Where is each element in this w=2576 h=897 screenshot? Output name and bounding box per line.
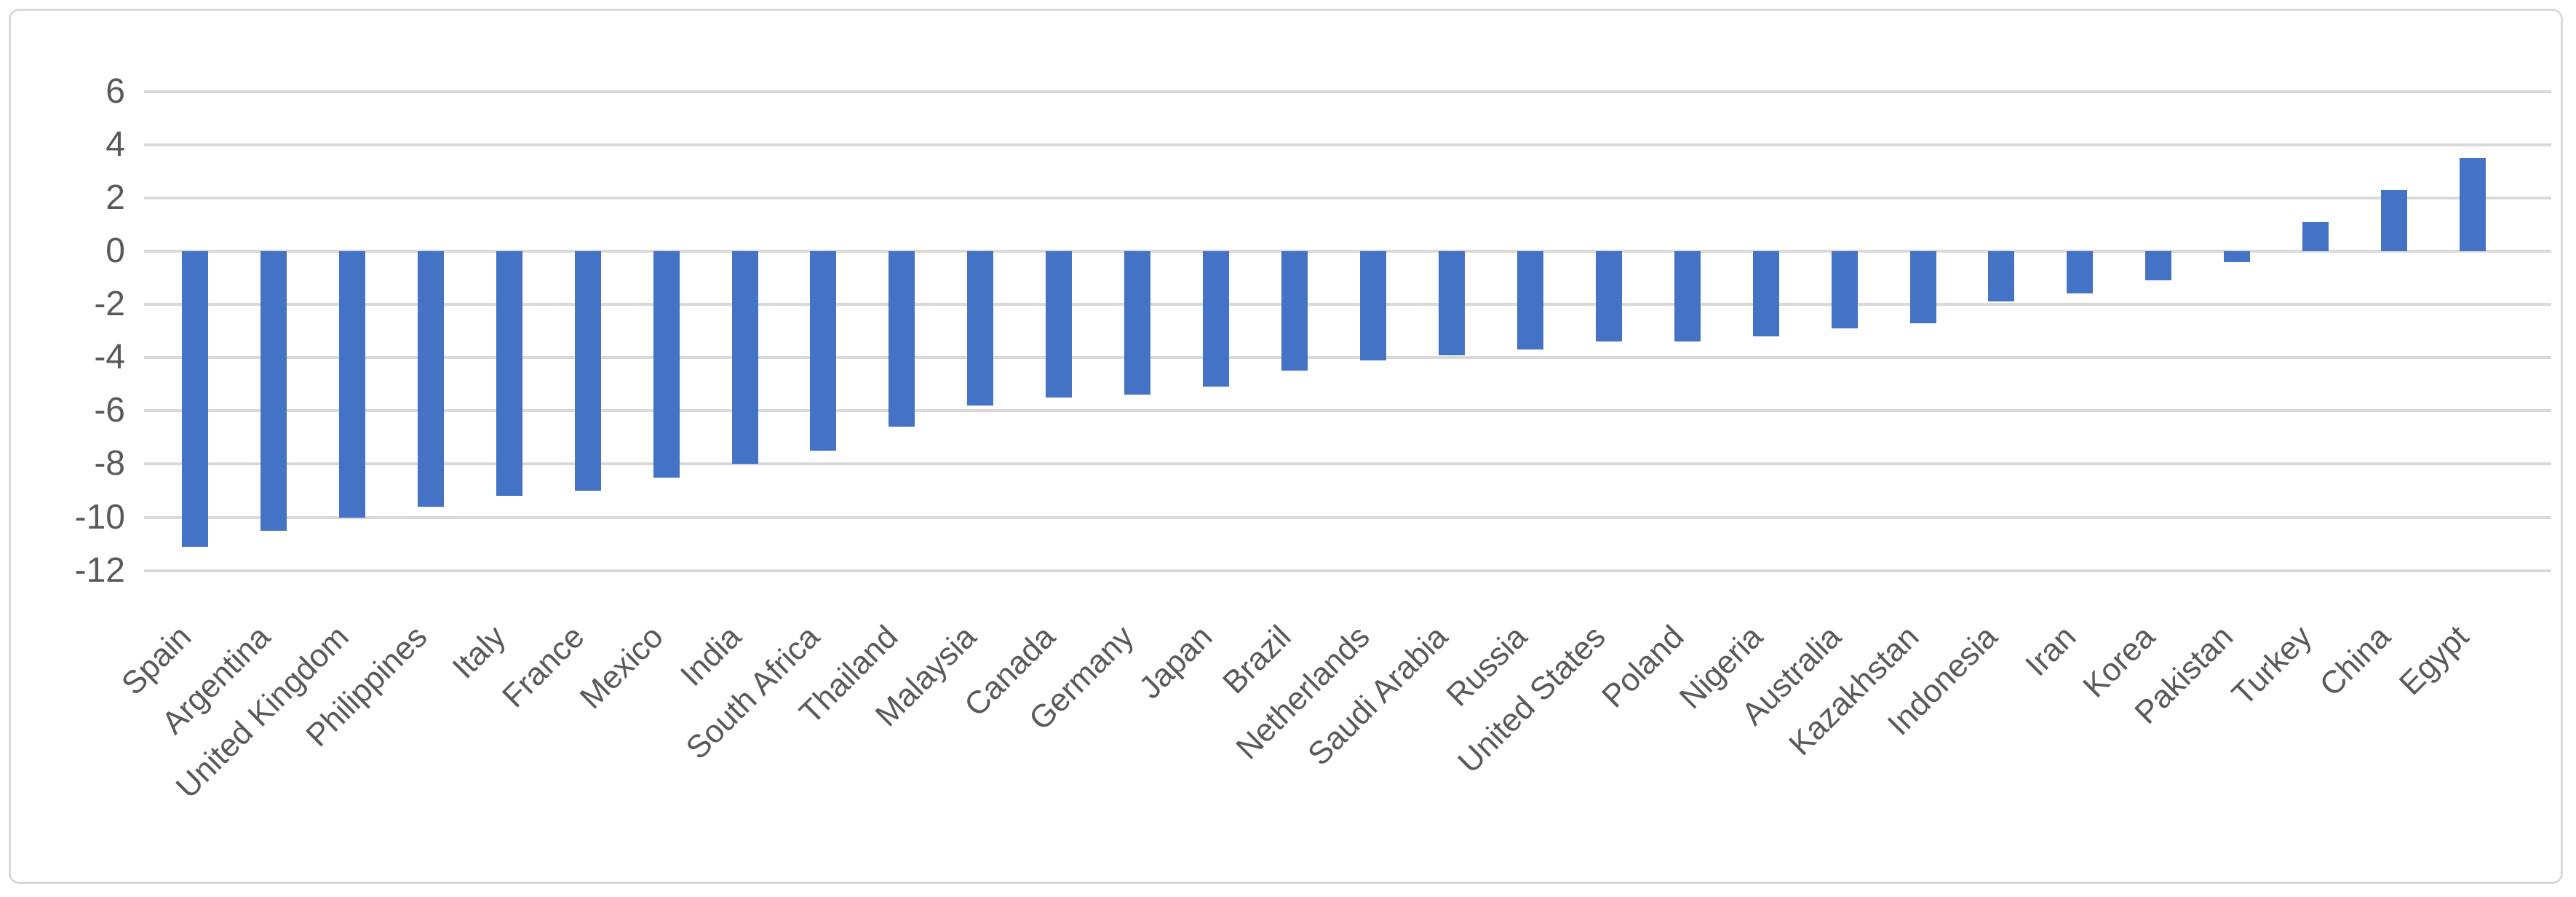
- bar-turkey: [2302, 222, 2329, 251]
- x-axis-category-label: Egypt: [2393, 618, 2476, 703]
- bar-united-states: [1596, 251, 1622, 341]
- bar-korea: [2145, 251, 2171, 280]
- gridline: [144, 409, 2551, 412]
- bar-indonesia: [1988, 251, 2014, 301]
- x-axis-category-label: France: [496, 618, 592, 715]
- bar-poland: [1674, 251, 1701, 341]
- x-axis-category-label: Saudi Arabia: [1301, 618, 1455, 772]
- y-axis-tick-label: 4: [106, 125, 125, 164]
- bar-nigeria: [1753, 251, 1779, 336]
- x-axis-category-label: Japan: [1132, 618, 1220, 706]
- bar-argentina: [261, 251, 287, 531]
- x-axis-category-label: Iran: [2019, 618, 2083, 684]
- x-axis-category-label: Mexico: [573, 618, 670, 716]
- gridline: [144, 462, 2551, 465]
- x-axis-category-label: Italy: [445, 618, 513, 686]
- bar-netherlands: [1360, 251, 1386, 360]
- bar-brazil: [1281, 251, 1308, 371]
- y-axis-tick-label: -10: [74, 498, 125, 537]
- bar-egypt: [2460, 158, 2486, 251]
- bar-philippines: [418, 251, 444, 507]
- gridline: [144, 516, 2551, 519]
- y-axis-tick-label: 0: [106, 232, 125, 270]
- y-axis-tick-label: -4: [94, 338, 125, 376]
- bar-italy: [496, 251, 522, 496]
- bar-united-kingdom: [339, 251, 365, 518]
- bar-germany: [1124, 251, 1150, 395]
- bar-iran: [2067, 251, 2093, 293]
- bar-australia: [1832, 251, 1858, 328]
- gridline: [144, 356, 2551, 359]
- bar-kazakhstan: [1910, 251, 1936, 323]
- bar-russia: [1517, 251, 1543, 349]
- bar-pakistan: [2224, 251, 2250, 262]
- y-axis-tick-label: -8: [94, 444, 125, 483]
- y-axis-tick-label: -12: [74, 551, 125, 590]
- y-axis-tick-label: -6: [94, 391, 125, 430]
- bar-south-africa: [810, 251, 836, 451]
- bar-saudi-arabia: [1439, 251, 1465, 355]
- bar-france: [575, 251, 601, 491]
- gridline: [144, 143, 2551, 146]
- bar-mexico: [653, 251, 680, 478]
- bar-malaysia: [967, 251, 993, 406]
- bar-thailand: [889, 251, 915, 427]
- bar-japan: [1203, 251, 1229, 387]
- gridline: [144, 197, 2551, 199]
- gridline: [144, 90, 2551, 93]
- bar-spain: [182, 251, 208, 547]
- x-axis-category-label: China: [2313, 618, 2398, 703]
- bar-india: [732, 251, 758, 464]
- y-axis-tick-label: -2: [94, 285, 125, 323]
- x-axis-category-label: Turkey: [2225, 618, 2319, 713]
- gridline: [144, 303, 2551, 306]
- gridline: [144, 569, 2551, 572]
- bar-canada: [1046, 251, 1072, 398]
- x-axis-category-label: India: [673, 618, 748, 694]
- bar-china: [2381, 190, 2407, 251]
- x-axis-category-label: Poland: [1594, 618, 1691, 715]
- y-axis-tick-label: 6: [106, 72, 125, 111]
- gridline: [144, 250, 2551, 253]
- y-axis-tick-label: 2: [106, 178, 125, 217]
